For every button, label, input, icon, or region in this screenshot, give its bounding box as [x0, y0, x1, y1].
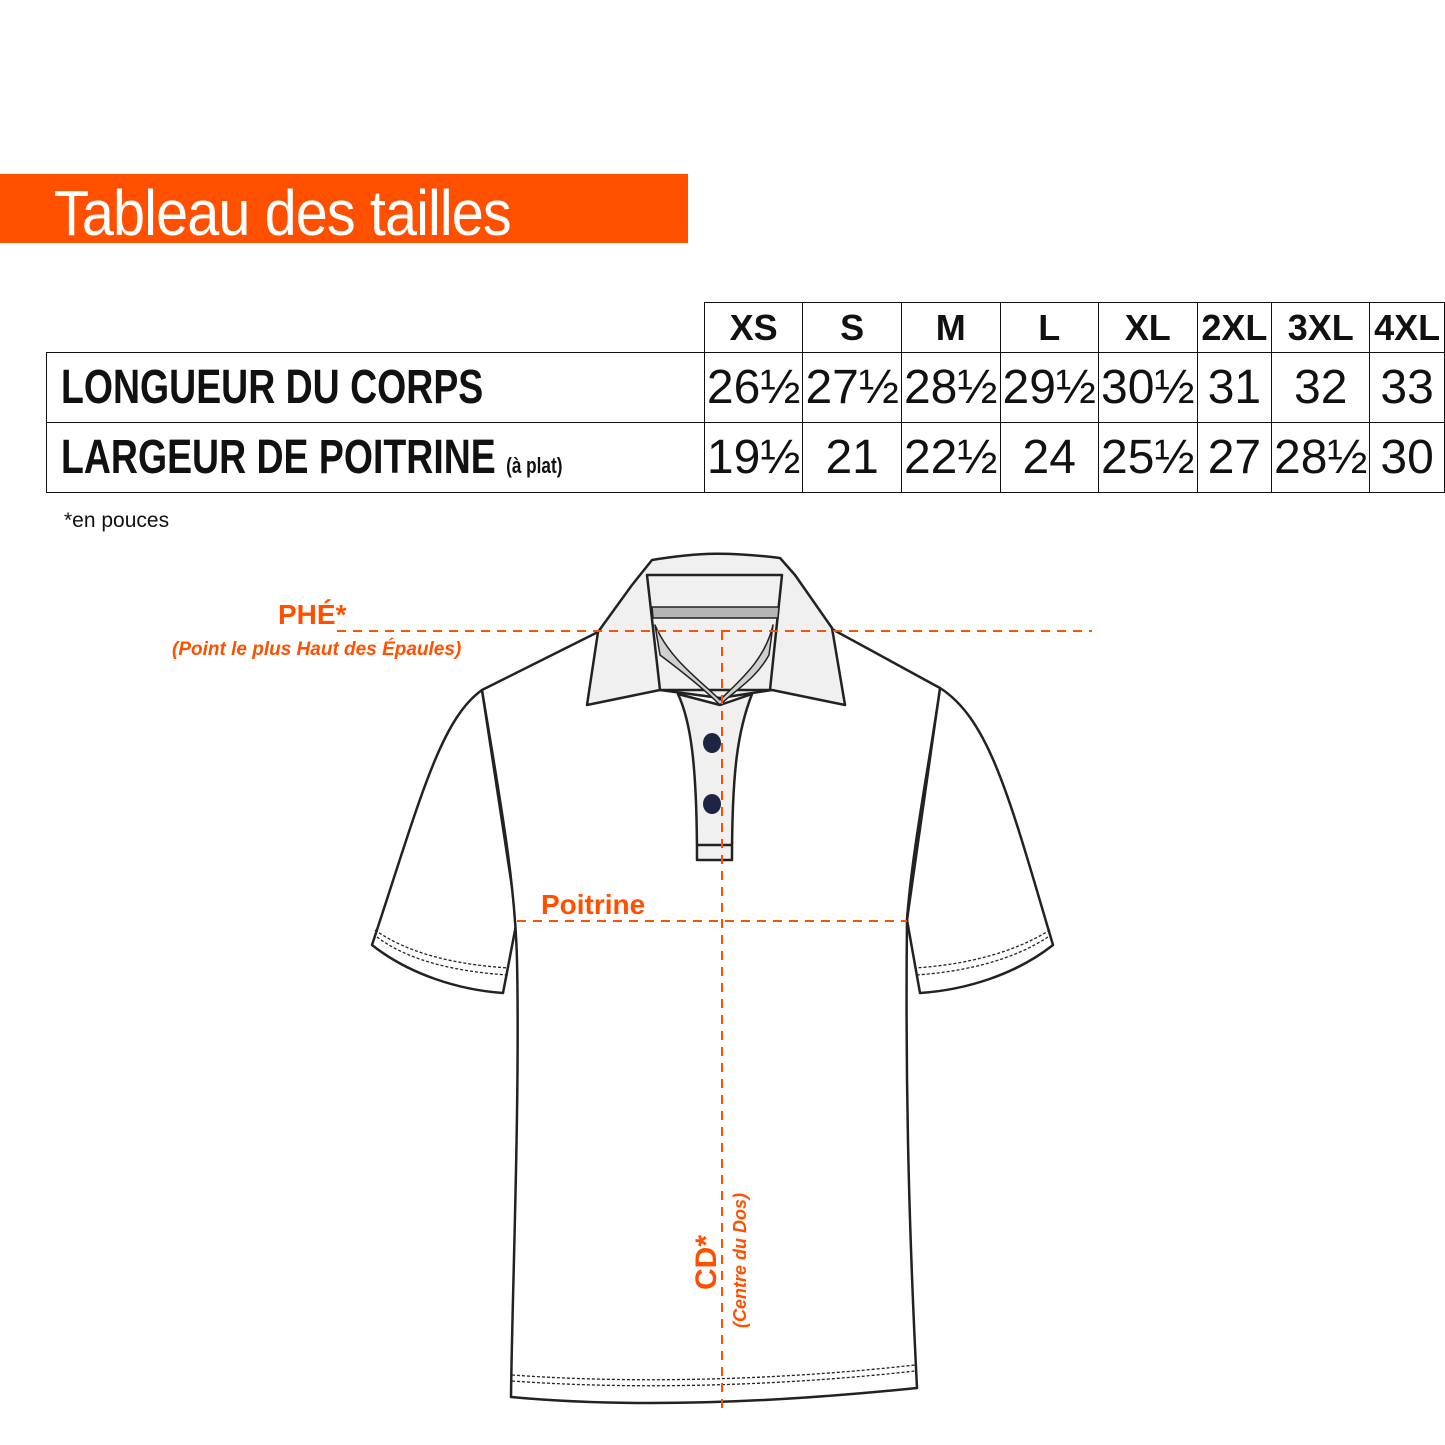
- unit-note: *en pouces: [64, 509, 170, 532]
- button-icon: [703, 733, 721, 753]
- value-cell: 29½: [999, 352, 1099, 423]
- page-title: Tableau des tailles: [54, 177, 512, 249]
- size-header: S: [802, 302, 902, 353]
- size-header-row: XS S M L XL 2XL 3XL 4XL: [46, 302, 1445, 353]
- hps-label: PHÉ*: [278, 599, 347, 630]
- value-cell: 33: [1369, 352, 1445, 423]
- value-cell: 19½: [703, 422, 804, 493]
- hps-description: (Point le plus Haut des Épaules): [172, 638, 461, 660]
- size-header: XS: [703, 302, 804, 353]
- center-back-label: CD*: [690, 1235, 723, 1290]
- value-cell: 25½: [1097, 422, 1198, 493]
- value-cell: 31: [1196, 352, 1273, 423]
- size-table: XS S M L XL 2XL 3XL 4XL LONGUEUR DU CORP…: [46, 302, 1445, 493]
- size-header: 2XL: [1196, 302, 1273, 353]
- value-cell: 21: [802, 422, 902, 493]
- value-cell: 24: [999, 422, 1099, 493]
- center-back-description: (Centre du Dos): [730, 1193, 750, 1328]
- size-header: 4XL: [1369, 302, 1445, 353]
- button-icon: [703, 794, 721, 814]
- row-label: LONGUEUR DU CORPS: [46, 352, 705, 423]
- value-cell: 27: [1196, 422, 1273, 493]
- value-cell: 28½: [1271, 422, 1371, 493]
- title-banner: Tableau des tailles: [0, 174, 688, 249]
- value-cell: 28½: [900, 352, 1001, 423]
- blank-cell: [46, 302, 705, 353]
- value-cell: 30½: [1097, 352, 1198, 423]
- measure-lines: [337, 630, 1092, 1410]
- value-cell: 30: [1369, 422, 1445, 493]
- size-header: XL: [1097, 302, 1198, 353]
- value-cell: 26½: [703, 352, 804, 423]
- chest-label: Poitrine: [541, 889, 645, 920]
- size-header: L: [999, 302, 1099, 353]
- row-label: LARGEUR DE POITRINE (à plat): [46, 422, 705, 493]
- size-header: M: [900, 302, 1001, 353]
- shirt-outline: [370, 552, 1055, 1405]
- value-cell: 22½: [900, 422, 1001, 493]
- table-row-chest-width: LARGEUR DE POITRINE (à plat) 19½ 21 22½ …: [46, 422, 1445, 493]
- size-header: 3XL: [1271, 302, 1371, 353]
- value-cell: 27½: [802, 352, 902, 423]
